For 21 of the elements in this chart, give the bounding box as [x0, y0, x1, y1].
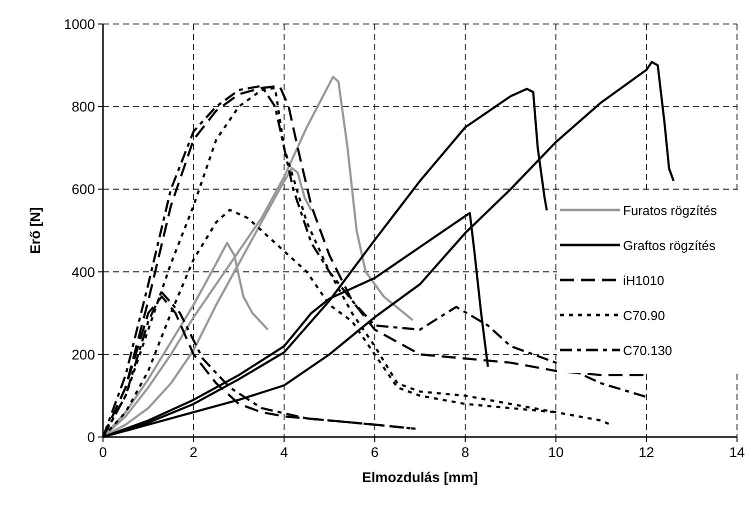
x-axis-title: Elmozdulás [mm] — [362, 469, 478, 485]
y-tick-label: 200 — [72, 346, 96, 362]
y-tick-label: 1000 — [64, 16, 96, 32]
y-tick-label: 800 — [72, 98, 96, 115]
y-tick-label: 0 — [87, 429, 96, 445]
x-tick-label: 14 — [729, 444, 745, 460]
legend-label: iH1010 — [623, 273, 664, 288]
x-tick-label: 2 — [190, 444, 198, 460]
x-tick-label: 4 — [280, 444, 288, 460]
legend-label: Graftos rögzítés — [623, 238, 716, 253]
x-tick-label: 6 — [370, 444, 379, 460]
x-tick-label: 0 — [99, 444, 108, 460]
x-tick-label: 12 — [638, 444, 654, 460]
legend-label: C70.130 — [623, 343, 672, 358]
legend-label: C70.90 — [623, 308, 665, 323]
legend-label: Furatos rögzítés — [623, 203, 718, 218]
y-tick-label: 600 — [72, 181, 96, 198]
y-tick-label: 400 — [72, 264, 96, 280]
x-tick-label: 8 — [461, 444, 470, 460]
x-tick-label: 10 — [548, 444, 564, 460]
y-axis-title: Erő [N] — [27, 207, 43, 254]
